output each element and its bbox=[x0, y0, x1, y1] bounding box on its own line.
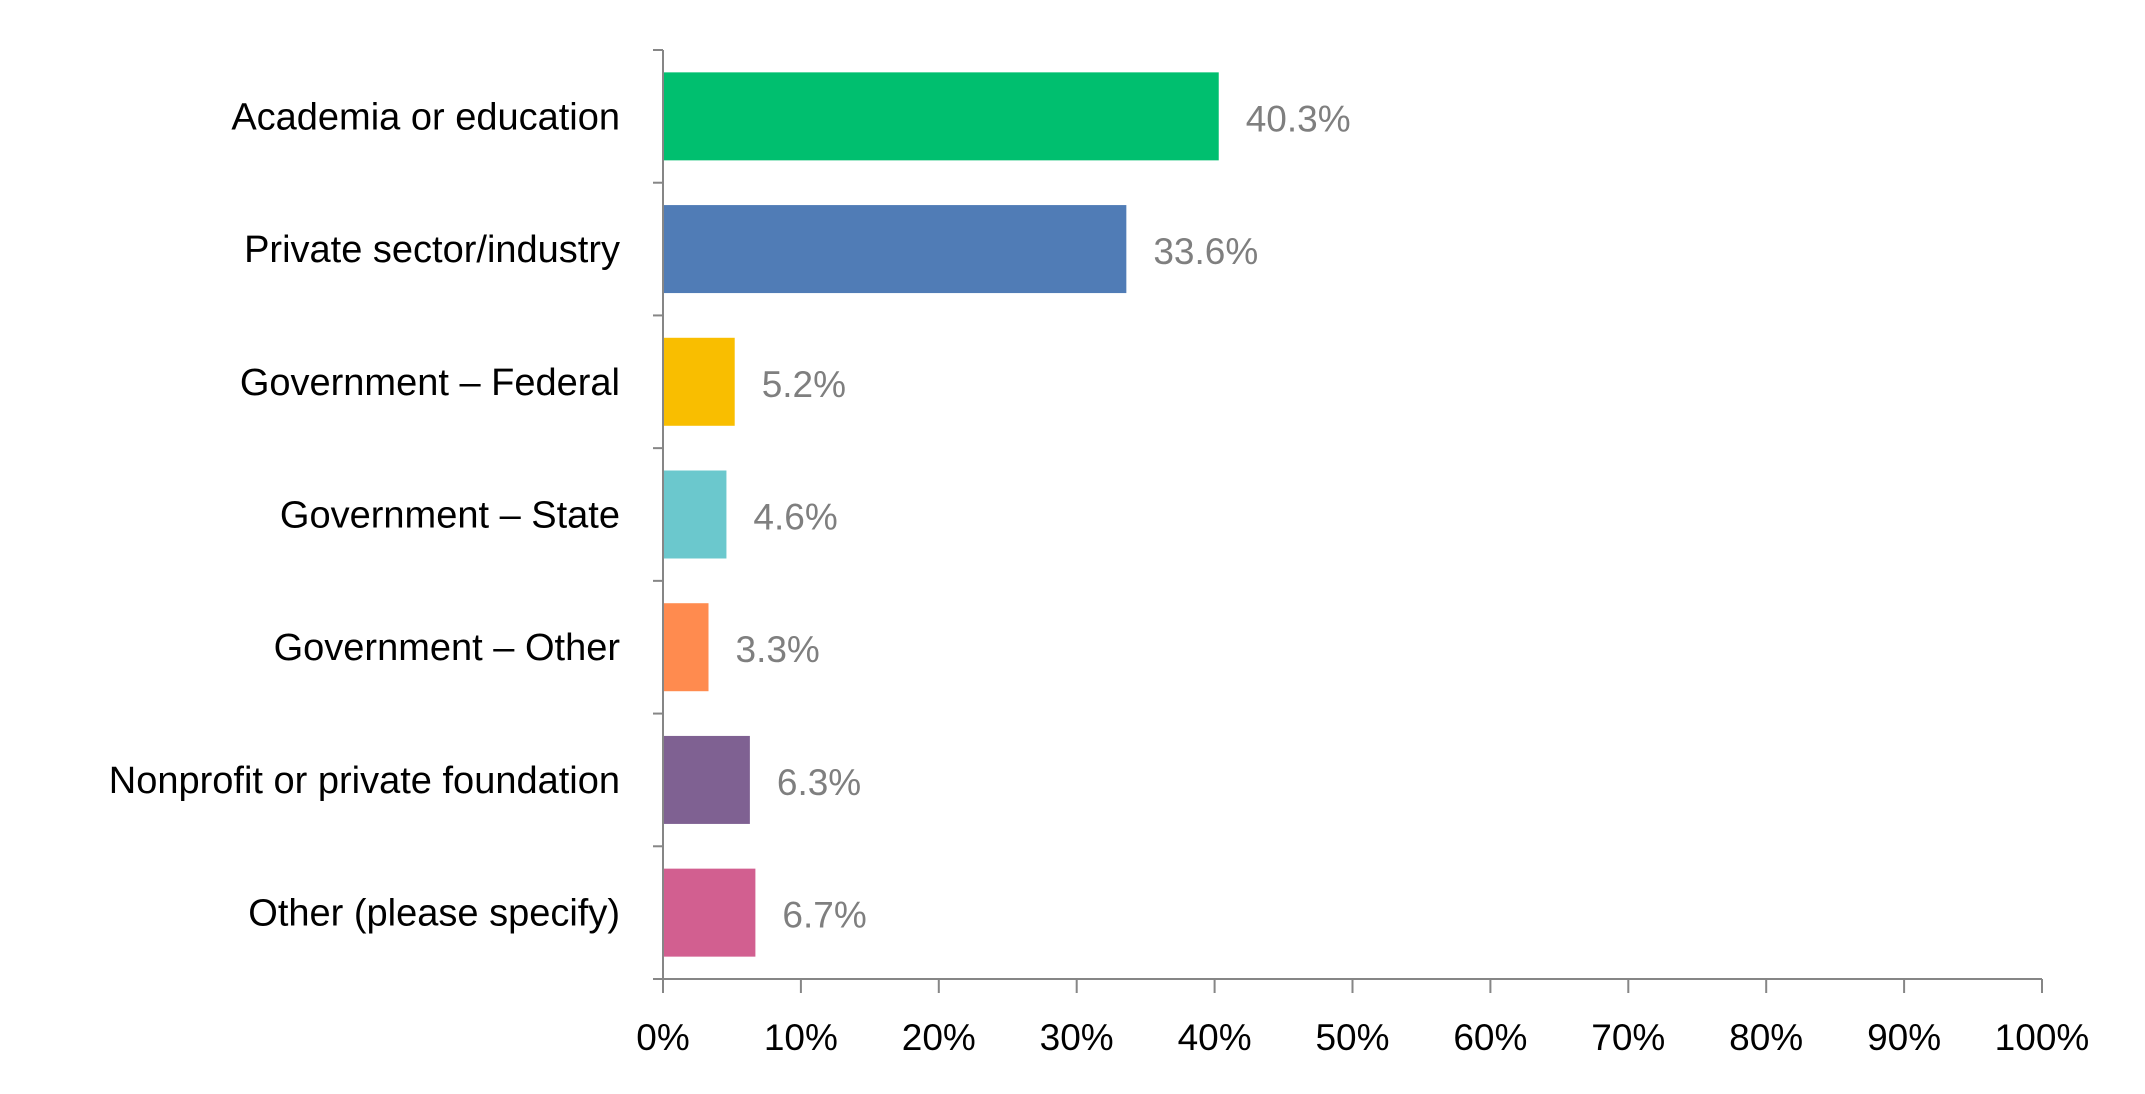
bar bbox=[663, 337, 735, 426]
x-tick-label: 70% bbox=[1591, 1017, 1665, 1058]
category-label: Private sector/industry bbox=[244, 229, 620, 271]
bar bbox=[663, 868, 756, 957]
bar bbox=[663, 470, 727, 559]
x-tick-label: 0% bbox=[636, 1017, 689, 1058]
x-tick-label: 100% bbox=[1995, 1017, 2090, 1058]
x-tick-label: 90% bbox=[1867, 1017, 1941, 1058]
x-tick-label: 50% bbox=[1315, 1017, 1389, 1058]
x-tick-label: 20% bbox=[902, 1017, 976, 1058]
data-label: 3.3% bbox=[736, 629, 820, 670]
category-label: Nonprofit or private foundation bbox=[109, 760, 620, 802]
data-label: 4.6% bbox=[753, 497, 837, 538]
data-label: 40.3% bbox=[1246, 98, 1351, 139]
x-tick-label: 40% bbox=[1178, 1017, 1252, 1058]
data-label: 5.2% bbox=[762, 364, 846, 405]
x-tick-label: 80% bbox=[1729, 1017, 1803, 1058]
data-label: 6.7% bbox=[782, 895, 866, 936]
category-label: Government – Federal bbox=[240, 362, 620, 404]
category-label: Government – State bbox=[280, 495, 620, 537]
bar bbox=[663, 72, 1219, 161]
x-tick-label: 10% bbox=[764, 1017, 838, 1058]
bar bbox=[663, 735, 750, 824]
category-label: Government – Other bbox=[274, 627, 621, 669]
category-label: Other (please specify) bbox=[248, 893, 620, 935]
data-label: 33.6% bbox=[1153, 231, 1258, 272]
data-label: 6.3% bbox=[777, 762, 861, 803]
bar bbox=[663, 603, 709, 692]
x-tick-label: 60% bbox=[1453, 1017, 1527, 1058]
x-tick-label: 30% bbox=[1040, 1017, 1114, 1058]
bar bbox=[663, 205, 1127, 294]
category-label: Academia or education bbox=[231, 96, 620, 138]
